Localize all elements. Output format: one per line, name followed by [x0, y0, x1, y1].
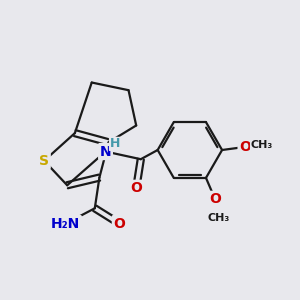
Text: O: O — [113, 217, 125, 231]
Text: H: H — [61, 221, 72, 235]
Text: CH₃: CH₃ — [207, 213, 230, 223]
Text: O: O — [239, 140, 251, 154]
Text: O: O — [209, 192, 221, 206]
Text: CH₃: CH₃ — [251, 140, 273, 150]
Text: N: N — [49, 221, 61, 235]
Text: H: H — [110, 137, 120, 150]
Text: H₂N: H₂N — [51, 217, 80, 231]
Text: O: O — [130, 181, 142, 195]
Text: H: H — [62, 214, 72, 227]
Text: N: N — [100, 145, 111, 158]
Text: S: S — [39, 154, 49, 168]
